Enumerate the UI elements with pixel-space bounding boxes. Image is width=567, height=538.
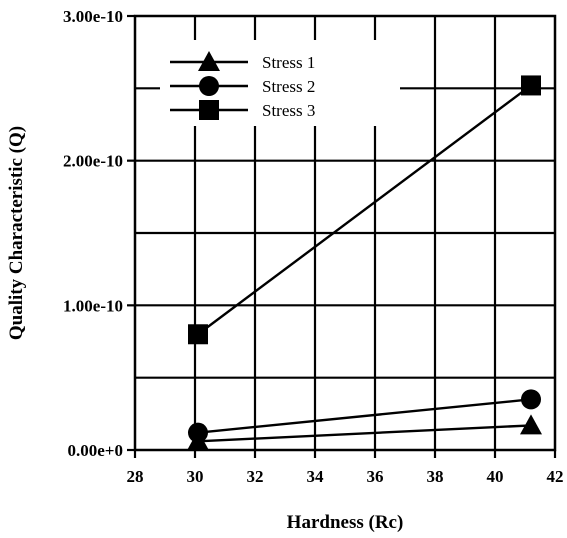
legend-marker-2 (199, 76, 219, 96)
x-tick-label-36: 36 (367, 467, 384, 486)
series-2 (188, 389, 541, 443)
y-tick-label-0: 0.00e+0 (68, 441, 123, 460)
series-2-point-1 (188, 422, 208, 443)
legend-marker-3 (199, 100, 219, 120)
series-1-point-2 (520, 414, 542, 435)
series-3 (188, 75, 541, 345)
series-3-point-1 (188, 324, 208, 345)
series-2-line (197, 398, 532, 434)
x-tick-label-38: 38 (427, 467, 444, 486)
y-tick-label-3: 3.00e-10 (63, 7, 123, 26)
x-tick-label-40: 40 (487, 467, 504, 486)
x-tick-label-42: 42 (547, 467, 564, 486)
legend-label-3: Stress 3 (262, 101, 315, 120)
axis-ticks: 28 30 32 34 36 38 40 42 0.00e+0 1.00e-10 2.00e-10 3… (63, 7, 563, 486)
x-tick-label-30: 30 (187, 467, 204, 486)
plot-series (187, 75, 542, 451)
x-axis-label: Hardness (Rc) (287, 512, 404, 533)
legend-label-1: Stress 1 (262, 53, 315, 72)
series-1-line (197, 424, 532, 443)
legend: Stress 1 Stress 2 Stress 3 (160, 40, 400, 126)
y-tick-label-2: 2.00e-10 (63, 152, 123, 171)
series-2-point-2 (521, 389, 541, 410)
plot-frame (133, 14, 557, 452)
x-tick-label-28: 28 (127, 467, 144, 486)
y-tick-label-1: 1.00e-10 (63, 296, 123, 315)
series-1 (187, 414, 542, 451)
legend-marker-1 (198, 51, 220, 71)
x-tick-label-32: 32 (247, 467, 264, 486)
x-tick-label-34: 34 (307, 467, 325, 486)
series-3-point-2 (521, 75, 541, 96)
series-3-line (197, 84, 532, 336)
y-axis-label: Quality Characteristic (Q) (6, 126, 27, 340)
legend-label-2: Stress 2 (262, 77, 315, 96)
